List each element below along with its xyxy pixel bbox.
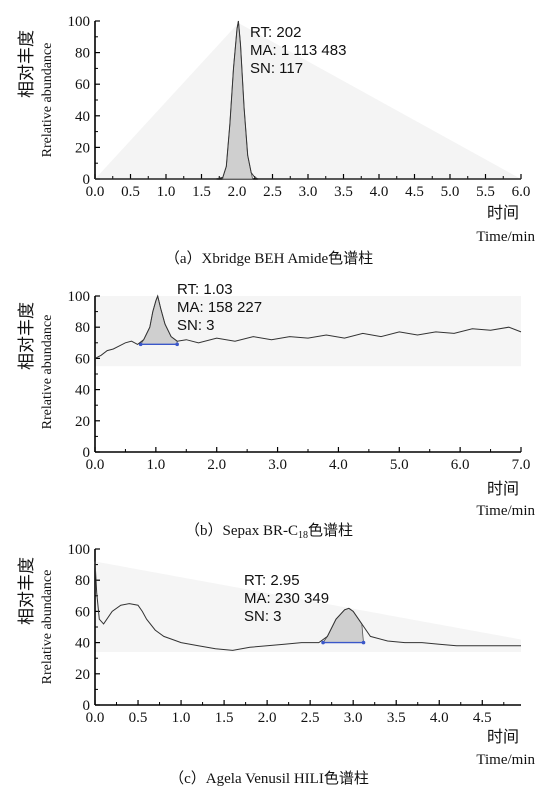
peak-annotation-rt: RT: 1.03 xyxy=(177,281,233,298)
x-tick-label: 1.0 xyxy=(146,457,165,473)
y-tick-label: 20 xyxy=(75,414,90,430)
x-axis-label-en: Time/min xyxy=(476,229,535,245)
y-tick-label: 100 xyxy=(68,14,91,30)
panel-caption: （b）Sepax BR-C18色谱柱 xyxy=(185,522,353,541)
chart-panel-a: 0.0 0.5 1.0 1.5 2.0 2.5 3.0 3.5 4.0 4.5 5.0 5.5 6.0 0… xyxy=(17,14,535,267)
y-axis-label-en: Rrelative abundance xyxy=(40,315,55,430)
y-axis-label-cn: 相对丰度 xyxy=(17,30,37,98)
y-tick-label: 20 xyxy=(75,667,90,683)
peak-annotation-ma: MA: 230 349 xyxy=(244,590,329,607)
x-tick-label: 0.5 xyxy=(129,710,148,726)
peak-annotation-sn: SN: 3 xyxy=(244,608,282,625)
y-tick-label: 100 xyxy=(68,289,91,305)
chart-panel-b: 0.0 1.0 2.0 3.0 4.0 5.0 6.0 7.0 0 20 40 60 80 100 相对丰度… xyxy=(17,281,535,541)
chromatogram-line xyxy=(95,20,521,180)
x-tick-label: 1.0 xyxy=(172,710,191,726)
peak-annotation-sn: SN: 3 xyxy=(177,317,215,334)
y-tick-label: 0 xyxy=(83,698,91,714)
x-tick-label: 2.0 xyxy=(258,710,277,726)
x-tick-label: 6.0 xyxy=(451,457,470,473)
peak-start-marker xyxy=(138,342,143,347)
y-tick-label: 80 xyxy=(75,46,90,62)
peak-end-marker xyxy=(175,342,179,347)
chart-panel-c: 0.0 0.5 1.0 1.5 2.0 2.5 3.0 3.5 4.0 4.5 0 20 40 60 80 1… xyxy=(17,542,535,787)
panel-caption: （c）Agela Venusil HILI色谱柱 xyxy=(169,770,369,787)
x-tick-label: 0.0 xyxy=(86,457,105,473)
x-tick-label: 0.0 xyxy=(86,184,105,200)
x-tick-label: 5.0 xyxy=(390,457,409,473)
peak-annotation-sn: SN: 117 xyxy=(250,60,303,77)
x-axis-label-cn: 时间 xyxy=(487,727,519,746)
peak-annotation-rt: RT: 2.95 xyxy=(244,572,300,589)
y-tick-label: 80 xyxy=(75,573,90,589)
y-tick-label: 20 xyxy=(75,140,90,156)
y-axis-label-en: Rrelative abundance xyxy=(40,570,55,685)
y-tick-label: 60 xyxy=(75,351,90,367)
x-tick-label: 0.5 xyxy=(121,184,140,200)
x-tick-label: 0.0 xyxy=(86,710,105,726)
x-tick-label: 3.0 xyxy=(299,184,318,200)
peak-end-marker xyxy=(361,640,366,645)
x-tick-label: 4.0 xyxy=(370,184,389,200)
x-tick-label: 2.0 xyxy=(228,184,247,200)
y-tick-label: 40 xyxy=(75,109,90,125)
y-tick-label: 100 xyxy=(68,542,91,558)
panel-caption: （a）Xbridge BEH Amide色谱柱 xyxy=(165,250,373,267)
y-axis-label-cn: 相对丰度 xyxy=(17,557,37,625)
x-axis-label-cn: 时间 xyxy=(487,203,519,222)
x-tick-label: 3.5 xyxy=(334,184,353,200)
x-tick-label: 3.5 xyxy=(387,710,406,726)
x-tick-label: 6.0 xyxy=(512,184,531,200)
y-axis-label-en: Rrelative abundance xyxy=(40,43,55,158)
x-tick-label: 1.0 xyxy=(157,184,176,200)
y-tick-label: 40 xyxy=(75,383,90,399)
x-tick-label: 5.5 xyxy=(476,184,495,200)
y-tick-label: 0 xyxy=(83,172,91,188)
x-tick-label: 5.0 xyxy=(441,184,460,200)
background-band xyxy=(95,23,521,179)
x-axis-label-cn: 时间 xyxy=(487,479,519,498)
x-tick-label: 7.0 xyxy=(512,457,531,473)
x-tick-label: 1.5 xyxy=(192,184,211,200)
x-tick-label: 4.0 xyxy=(329,457,348,473)
y-tick-label: 0 xyxy=(83,445,91,461)
y-tick-label: 80 xyxy=(75,320,90,336)
chromatogram-line xyxy=(94,294,522,359)
y-axis-label-cn: 相对丰度 xyxy=(17,302,37,370)
x-axis-label-en: Time/min xyxy=(476,503,535,519)
background-band xyxy=(95,561,521,652)
x-tick-label: 4.0 xyxy=(430,710,449,726)
x-tick-label: 2.5 xyxy=(263,184,282,200)
x-tick-label: 4.5 xyxy=(473,710,492,726)
y-tick-label: 40 xyxy=(75,636,90,652)
x-axis-label-en: Time/min xyxy=(476,752,535,768)
peak-annotation-ma: MA: 158 227 xyxy=(177,299,262,316)
x-tick-label: 4.5 xyxy=(405,184,424,200)
x-tick-label: 3.0 xyxy=(268,457,287,473)
x-tick-label: 2.5 xyxy=(301,710,320,726)
y-tick-label: 60 xyxy=(75,77,90,93)
x-tick-label: 3.0 xyxy=(344,710,363,726)
chromatogram-line xyxy=(94,561,521,651)
peak-annotation-ma: MA: 1 113 483 xyxy=(250,42,346,59)
y-tick-label: 60 xyxy=(75,604,90,620)
x-tick-label: 2.0 xyxy=(207,457,226,473)
peak-start-marker xyxy=(321,640,325,645)
x-tick-label: 1.5 xyxy=(215,710,234,726)
peak-annotation-rt: RT: 202 xyxy=(250,24,301,41)
